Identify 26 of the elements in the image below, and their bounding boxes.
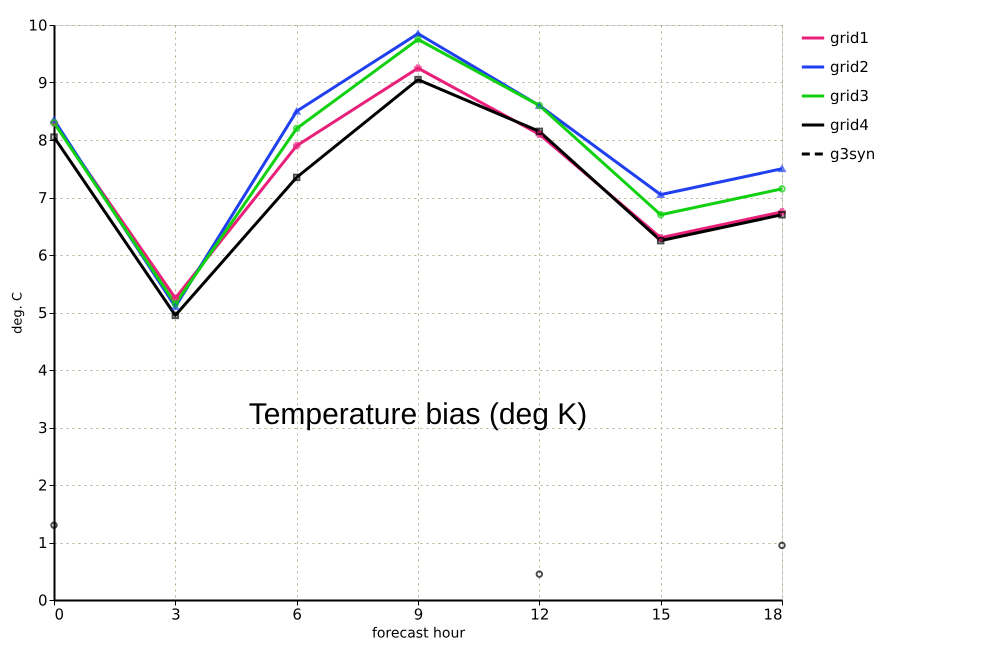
- x-tick-label: 15: [652, 606, 671, 624]
- legend-label: grid2: [830, 58, 869, 76]
- y-tick-label: 10: [28, 16, 48, 34]
- x-tick-label: 12: [530, 606, 550, 624]
- y-tick-label: 9: [38, 74, 48, 92]
- y-tick-label: 3: [38, 419, 48, 437]
- y-tick-label: 5: [38, 304, 48, 322]
- x-tick-label: 9: [414, 606, 424, 624]
- x-tick-label: 6: [292, 606, 302, 624]
- y-axis-title: deg. C: [10, 292, 26, 334]
- y-tick-label: 2: [38, 476, 48, 494]
- x-tick-label: 18: [763, 606, 782, 624]
- y-tick-label: 8: [38, 132, 48, 150]
- legend-label: g3syn: [830, 145, 876, 163]
- y-tick-label: 6: [38, 246, 48, 264]
- x-tick-label: 0: [54, 606, 64, 624]
- y-tick-label: 0: [38, 592, 48, 610]
- annotation: Temperature bias (deg K): [248, 398, 588, 431]
- y-tick-label: 1: [38, 534, 48, 552]
- x-axis-title: forecast hour: [372, 626, 466, 642]
- x-tick-label: 3: [171, 606, 181, 624]
- legend-label: grid4: [830, 116, 869, 134]
- legend-label: grid3: [830, 87, 869, 105]
- y-tick-label: 4: [38, 362, 48, 380]
- y-tick-label: 7: [38, 189, 48, 207]
- legend-label: grid1: [830, 29, 869, 47]
